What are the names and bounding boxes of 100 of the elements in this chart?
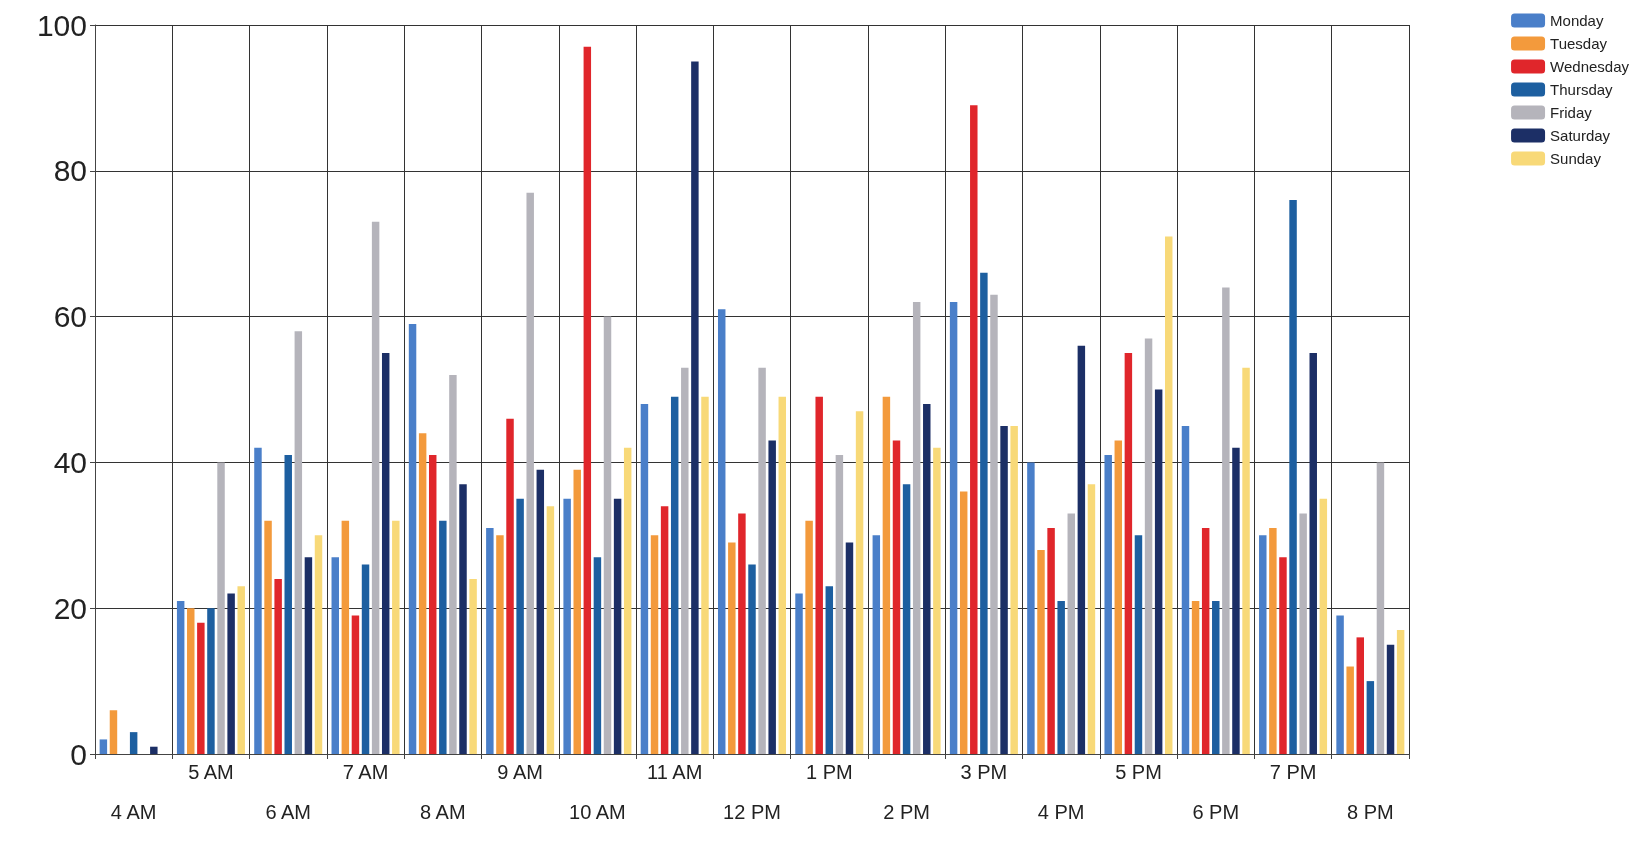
x-tick-label: 1 PM [805, 761, 853, 783]
bar [583, 46, 592, 754]
bar [748, 564, 756, 754]
y-tick-label: 80 [53, 154, 87, 188]
bar [187, 608, 195, 754]
bar [1299, 513, 1307, 754]
bar [805, 520, 813, 754]
bar [408, 323, 417, 754]
bar [1087, 484, 1096, 754]
y-tick-label: 0 [70, 737, 87, 771]
x-tick-label: 6 AM [265, 801, 312, 823]
x-tick-label: 4 PM [1037, 801, 1085, 823]
bar [1047, 528, 1055, 754]
bar [980, 272, 988, 754]
bar [1376, 462, 1385, 754]
bar [882, 396, 891, 754]
bar [439, 520, 447, 754]
bar [728, 542, 736, 754]
bar [459, 484, 467, 754]
bar [1114, 440, 1123, 754]
x-tick-label: 12 PM [723, 801, 781, 823]
bar [738, 513, 746, 754]
y-tick-label: 60 [53, 300, 87, 334]
bar [516, 498, 524, 754]
bar [1386, 644, 1395, 754]
bar [1346, 666, 1354, 754]
bar [959, 491, 968, 754]
x-tick-label: 5 PM [1115, 761, 1162, 783]
bar [418, 433, 427, 754]
bar [331, 557, 339, 754]
bar [1336, 615, 1344, 754]
bar [1037, 549, 1045, 754]
bar [1269, 528, 1277, 754]
bar [1134, 535, 1143, 754]
bar [717, 309, 726, 754]
bar [392, 520, 400, 754]
bar [573, 469, 581, 754]
bar [603, 316, 612, 754]
bar [1077, 345, 1086, 754]
bar [361, 564, 370, 754]
bar [1154, 389, 1163, 754]
bar [207, 608, 215, 754]
bar [970, 105, 978, 754]
bar [933, 447, 941, 754]
bar [150, 746, 158, 754]
bar [109, 710, 118, 754]
bar [1057, 600, 1065, 754]
bar [923, 404, 931, 754]
bar [1242, 367, 1250, 754]
x-tick-label: 11 AM [647, 761, 703, 783]
bar [304, 557, 313, 754]
bar [536, 469, 545, 754]
bar [825, 586, 834, 754]
x-tick-label: 8 PM [1347, 801, 1394, 823]
bar [546, 506, 555, 754]
bar [778, 396, 787, 754]
bar [593, 557, 602, 754]
bar [381, 353, 390, 754]
bar [217, 462, 225, 754]
legend-label: Wednesday [1550, 58, 1630, 75]
bar [314, 535, 323, 754]
bar [563, 498, 571, 754]
bar [1356, 637, 1364, 754]
bar [371, 221, 380, 754]
x-tick-label: 6 PM [1192, 801, 1240, 823]
x-tick-label: 10 AM [569, 801, 626, 823]
bar [902, 484, 911, 754]
bar [227, 593, 235, 754]
legend-label: Thursday [1550, 81, 1614, 98]
bar [469, 579, 477, 754]
bar [660, 506, 669, 754]
bar [1289, 199, 1297, 754]
bar [284, 455, 292, 754]
bar [1181, 425, 1190, 754]
bar [129, 732, 138, 754]
bar [990, 294, 998, 754]
bar [758, 367, 766, 754]
bar [237, 586, 245, 754]
bar [429, 455, 437, 754]
bar [1309, 353, 1317, 754]
x-tick-label: 7 AM [342, 761, 389, 783]
bar [1010, 425, 1018, 754]
bar [623, 447, 632, 754]
legend-label: Tuesday [1550, 35, 1608, 52]
x-tick-label: 5 AM [188, 761, 234, 783]
bar [1232, 447, 1240, 754]
bar [1222, 287, 1230, 754]
bar [670, 396, 679, 754]
bar [845, 542, 854, 754]
legend-label: Friday [1550, 104, 1593, 121]
bar [1201, 528, 1210, 754]
bar [691, 61, 699, 754]
legend-label: Saturday [1550, 127, 1611, 144]
legend-label: Monday [1550, 12, 1604, 29]
bar [912, 302, 921, 754]
y-tick-label: 100 [36, 8, 87, 42]
bar [264, 520, 272, 754]
bar [768, 440, 776, 754]
bar [506, 418, 514, 754]
bar [1067, 513, 1075, 754]
